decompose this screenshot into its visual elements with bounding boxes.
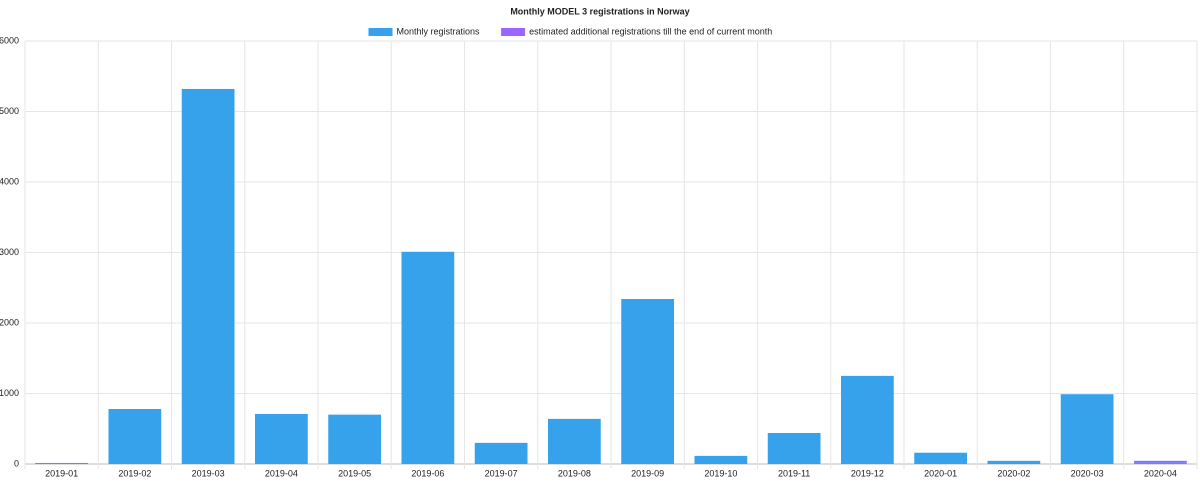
y-tick-label: 5000 (0, 106, 19, 116)
x-tick-label: 2020-04 (1144, 468, 1177, 478)
y-tick-label: 6000 (0, 35, 19, 45)
x-tick-label: 2019-10 (704, 468, 737, 478)
x-tick-label: 2019-06 (411, 468, 444, 478)
x-tick-label: 2019-11 (778, 468, 810, 478)
y-tick-label: 3000 (0, 247, 19, 257)
x-tick-label: 2019-01 (45, 468, 78, 478)
bar (1134, 460, 1187, 463)
bar (914, 452, 967, 464)
x-tick-label: 2020-02 (997, 468, 1030, 478)
bar (548, 418, 601, 464)
bar (694, 455, 748, 464)
x-tick-label: 2019-09 (631, 468, 664, 478)
x-tick-label: 2020-01 (924, 468, 957, 478)
y-tick-label: 1000 (0, 388, 19, 398)
chart-title: Monthly MODEL 3 registrations in Norway (510, 6, 689, 16)
legend-swatch (501, 28, 526, 36)
x-tick-label: 2019-02 (118, 468, 151, 478)
x-tick-label: 2019-03 (192, 468, 225, 478)
y-tick-label: 0 (14, 458, 19, 468)
x-tick-label: 2019-08 (558, 468, 591, 478)
x-tick-label: 2019-07 (485, 468, 518, 478)
x-tick-label: 2019-05 (338, 468, 371, 478)
bar (767, 432, 821, 464)
bar (35, 462, 88, 464)
bar (328, 414, 381, 464)
x-tick-label: 2019-04 (265, 468, 298, 478)
bar (621, 299, 674, 464)
bar (1134, 462, 1187, 464)
bar (1060, 394, 1114, 464)
bar (987, 460, 1041, 464)
bar (401, 251, 455, 464)
y-tick-label: 2000 (0, 317, 19, 327)
legend-swatch (368, 28, 393, 36)
bar (108, 409, 162, 464)
y-tick-label: 4000 (0, 176, 19, 186)
bar (474, 442, 528, 464)
bar (841, 375, 894, 464)
legend-label: Monthly registrations (397, 26, 481, 36)
bar (255, 413, 308, 464)
legend-label: estimated additional registrations till … (529, 26, 772, 36)
x-tick-label: 2020-03 (1071, 468, 1104, 478)
bar (181, 88, 235, 464)
x-tick-label: 2019-12 (851, 468, 884, 478)
